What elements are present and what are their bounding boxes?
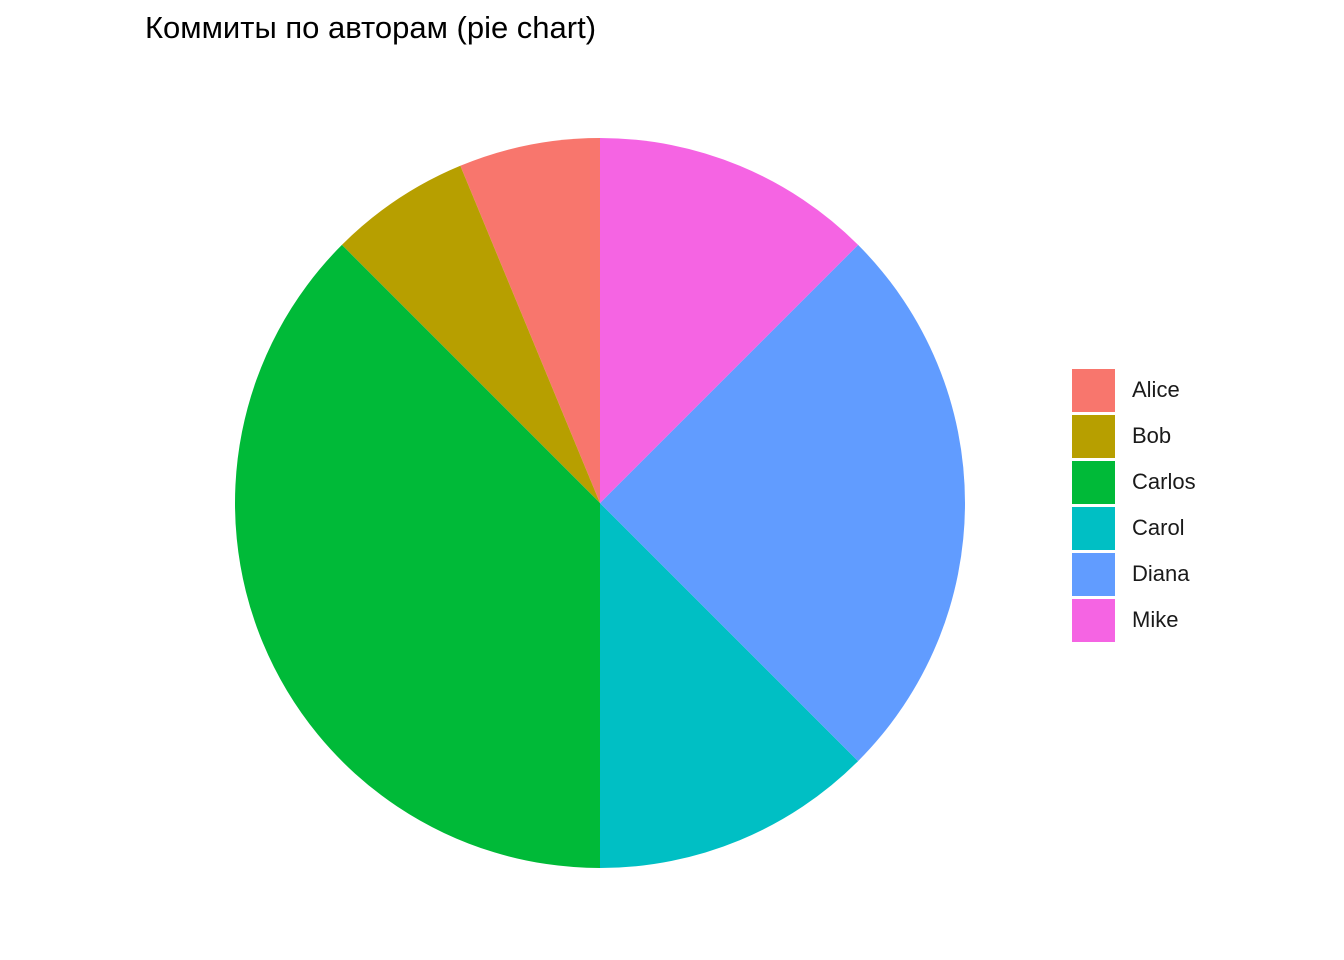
legend-item-carlos: Carlos (1072, 459, 1196, 505)
pie-slice-diana (600, 244, 966, 762)
legend-key-diana (1072, 552, 1115, 596)
legend-label: Diana (1132, 561, 1190, 586)
legend-item-mike: Mike (1072, 597, 1196, 643)
legend-item-carol: Carol (1072, 505, 1196, 551)
pie-slice-mike (600, 138, 859, 503)
legend-key-alice (1072, 368, 1115, 412)
pie-slice-carol (600, 503, 859, 868)
legend-label: Carol (1132, 515, 1185, 540)
legend-label: Mike (1132, 607, 1179, 632)
chart-title: Коммиты по авторам (pie chart) (145, 10, 597, 45)
legend-key-mike (1072, 598, 1115, 642)
legend-label: Bob (1132, 423, 1172, 448)
pie-slice-alice (460, 138, 600, 503)
pie-slice-carlos (235, 244, 600, 869)
legend: Alice Bob Carlos Carol Diana Mike (1072, 367, 1196, 643)
pie-slice-bob (341, 165, 600, 503)
legend-item-diana: Diana (1072, 551, 1196, 597)
legend-label: Alice (1132, 377, 1180, 402)
legend-key-bob (1072, 414, 1115, 458)
legend-item-alice: Alice (1072, 367, 1196, 413)
legend-key-carol (1072, 506, 1115, 550)
legend-item-bob: Bob (1072, 413, 1196, 459)
legend-label: Carlos (1132, 469, 1196, 494)
legend-key-carlos (1072, 460, 1115, 504)
